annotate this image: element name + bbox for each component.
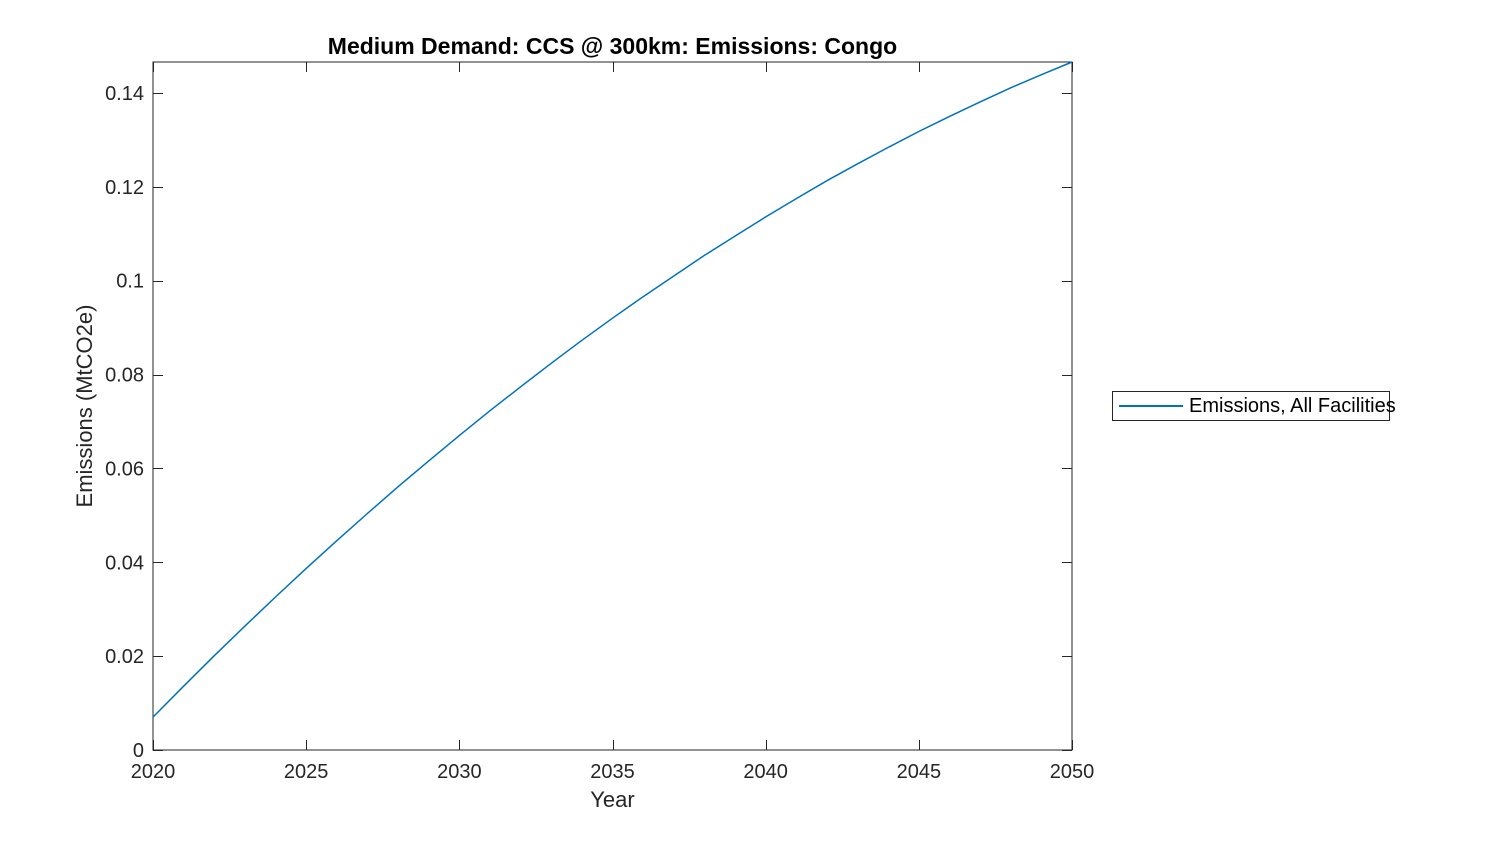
y-tick-label: 0.04 [105, 552, 144, 574]
legend-line-sample [1119, 405, 1183, 407]
y-tick-label: 0.1 [116, 271, 144, 293]
x-axis-label: Year [590, 787, 635, 812]
x-tick-label: 2045 [897, 761, 942, 783]
emissions-line [152, 61, 1073, 718]
axes-box [152, 61, 1073, 751]
x-tick-label: 2020 [131, 761, 176, 783]
x-tick-label: 2040 [743, 761, 788, 783]
y-tick-label: 0 [133, 740, 144, 762]
x-tick-label: 2030 [437, 761, 482, 783]
x-tick-label: 2050 [1050, 761, 1095, 783]
y-tick-label: 0.14 [105, 83, 144, 105]
y-tick-label: 0.08 [105, 365, 144, 387]
y-tick-label: 0.02 [105, 646, 144, 668]
y-tick-label: 0.12 [105, 177, 144, 199]
chart-title: Medium Demand: CCS @ 300km: Emissions: C… [327, 33, 898, 59]
x-tick-label: 2035 [590, 761, 635, 783]
y-tick-label: 0.06 [105, 458, 144, 480]
legend-box: Emissions, All Facilities [1112, 391, 1396, 421]
legend-entry-label: Emissions, All Facilities [1189, 394, 1396, 417]
x-tick-label: 2025 [284, 761, 329, 783]
y-axis-label: Emissions (MtCO2e) [72, 304, 97, 508]
